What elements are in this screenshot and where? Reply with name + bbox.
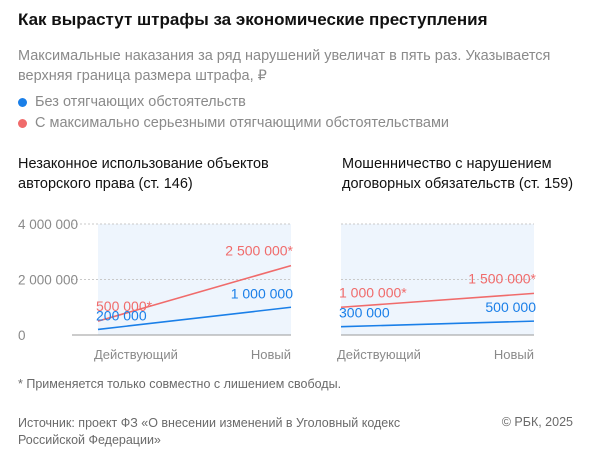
legend-label-aggravated: С максимально серьезными отягчающими обс… <box>35 115 450 131</box>
data-label: 500 000 <box>485 299 536 315</box>
data-label: 1 000 000 <box>231 285 293 301</box>
y-tick-label: 0 <box>18 328 26 343</box>
y-tick-label: 4 000 000 <box>18 217 78 232</box>
legend-item-aggravated: С максимально серьезными отягчающими обс… <box>18 115 449 131</box>
copyright: © РБК, 2025 <box>501 415 573 429</box>
chart-panel-146: 4 000 000 2 000 000 0 Действующий Новый 500 0… <box>18 217 294 362</box>
legend-label-base: Без отягчающих обстоятельств <box>35 94 246 110</box>
source-note: Источник: проект ФЗ «О внесении изменени… <box>18 416 401 447</box>
series-line <box>97 264 292 322</box>
data-label: 2 500 000* <box>225 243 293 259</box>
x-tick-label: Новый <box>251 347 291 362</box>
x-tick-label: Действующий <box>94 347 178 362</box>
legend-dot-red-icon <box>18 118 27 128</box>
series-line <box>340 320 535 328</box>
chart-title: Как вырастут штрафы за экономические пре… <box>18 10 488 29</box>
series-line <box>97 306 292 331</box>
legend-item-base: Без отягчающих обстоятельств <box>18 94 246 110</box>
panel-title-146: Незаконное использование объектов авторс… <box>18 156 269 192</box>
legend-dot-blue-icon <box>18 97 27 107</box>
data-label: 500 000* <box>96 298 153 314</box>
data-label: 300 000 <box>339 305 390 321</box>
plot-area <box>98 224 291 335</box>
x-tick-label: Действующий <box>337 347 421 362</box>
x-tick-label: Новый <box>494 347 534 362</box>
panel-title-159: Мошенничество с нарушением договорных об… <box>342 156 574 192</box>
y-tick-label: 2 000 000 <box>18 273 78 288</box>
data-label: 1 500 000* <box>468 270 536 286</box>
chart-subtitle: Максимальные наказания за ряд нарушений … <box>18 48 551 84</box>
footnote: * Применяется только совместно с лишение… <box>18 377 342 391</box>
chart-panel-159: Действующий Новый 1 000 000* 1 500 000* 300 … <box>337 223 537 362</box>
series-line <box>340 292 535 309</box>
data-label: 1 000 000* <box>339 284 407 300</box>
data-label: 200 000 <box>96 307 147 323</box>
